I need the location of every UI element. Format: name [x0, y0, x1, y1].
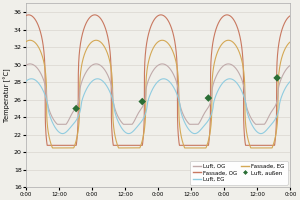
Point	[140, 100, 145, 103]
Point	[206, 96, 211, 100]
Point	[275, 76, 280, 80]
Y-axis label: Temperatur [°C]: Temperatur [°C]	[4, 69, 11, 122]
Point	[74, 107, 79, 110]
Legend: Luft, OG, Fassade, OG, Luft, EG, Fassade, EG, Luft, außen: Luft, OG, Fassade, OG, Luft, EG, Fassade…	[190, 161, 288, 185]
